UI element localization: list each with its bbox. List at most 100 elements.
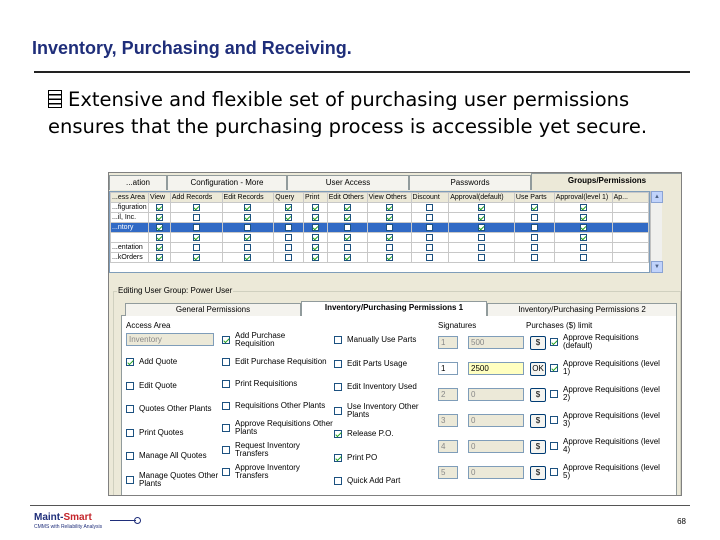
dollar-button[interactable]: $ (530, 388, 546, 402)
permission-checkbox[interactable] (222, 358, 230, 366)
dollar-button[interactable]: $ (530, 466, 546, 480)
signature-field[interactable]: 1 (438, 362, 458, 375)
permission-checkbox[interactable] (126, 428, 134, 437)
limit-field[interactable]: 0 (468, 466, 524, 479)
permission-checkbox[interactable] (334, 336, 342, 344)
grid-header-cell[interactable]: Discount (410, 192, 450, 203)
grid-checkbox[interactable] (192, 223, 200, 231)
permission-checkbox[interactable] (334, 430, 342, 438)
grid-checkbox[interactable] (192, 203, 200, 211)
grid-checkbox[interactable] (155, 243, 163, 251)
grid-checkbox[interactable] (285, 243, 293, 251)
grid-checkbox[interactable] (385, 243, 393, 251)
grid-checkbox[interactable] (244, 233, 252, 241)
approve-checkbox[interactable] (550, 442, 558, 450)
grid-checkbox[interactable] (244, 243, 252, 251)
grid-checkbox[interactable] (426, 253, 434, 261)
approve-checkbox[interactable] (550, 468, 558, 476)
table-row[interactable]: ...ntory (110, 222, 649, 233)
grid-checkbox[interactable] (192, 233, 200, 241)
grid-header-cell[interactable]: Query (273, 192, 304, 203)
permission-checkbox[interactable] (126, 475, 134, 484)
grid-checkbox[interactable] (311, 203, 319, 211)
grid-checkbox[interactable] (385, 233, 393, 241)
grid-checkbox[interactable] (343, 223, 351, 231)
permission-checkbox[interactable] (222, 402, 230, 410)
tab-inventory-purchasing-2[interactable]: Inventory/Purchasing Permissions 2 (487, 303, 677, 316)
grid-checkbox[interactable] (285, 203, 293, 211)
permission-checkbox[interactable] (222, 424, 230, 432)
signature-field[interactable]: 2 (438, 388, 458, 401)
grid-header-cell[interactable]: View Others (366, 192, 412, 203)
grid-checkbox[interactable] (579, 203, 587, 211)
grid-checkbox[interactable] (192, 253, 200, 261)
table-row[interactable]: ...entation (110, 242, 649, 253)
grid-checkbox[interactable] (478, 203, 486, 211)
dollar-button[interactable]: $ (530, 336, 546, 350)
ok-button[interactable]: OK (530, 362, 546, 376)
tab-inventory-purchasing-1[interactable]: Inventory/Purchasing Permissions 1 (301, 301, 487, 316)
table-row[interactable]: ...figuration (110, 202, 649, 213)
grid-checkbox[interactable] (385, 253, 393, 261)
grid-checkbox[interactable] (530, 203, 538, 211)
grid-checkbox[interactable] (579, 243, 587, 251)
grid-checkbox[interactable] (155, 213, 163, 221)
grid-checkbox[interactable] (155, 223, 163, 231)
grid-header-cell[interactable]: Use Parts (513, 192, 555, 203)
grid-checkbox[interactable] (478, 213, 486, 221)
grid-checkbox[interactable] (530, 233, 538, 241)
approve-checkbox[interactable] (550, 390, 558, 398)
grid-checkbox[interactable] (478, 253, 486, 261)
table-row[interactable]: ...kOrders (110, 252, 649, 263)
approve-checkbox[interactable] (550, 338, 558, 346)
grid-checkbox[interactable] (385, 223, 393, 231)
grid-checkbox[interactable] (155, 253, 163, 261)
table-row[interactable] (110, 232, 649, 243)
grid-checkbox[interactable] (343, 233, 351, 241)
dollar-button[interactable]: $ (530, 414, 546, 428)
grid-checkbox[interactable] (579, 253, 587, 261)
limit-field[interactable]: 0 (468, 388, 524, 401)
grid-header-cell[interactable]: Edit Others (326, 192, 368, 203)
grid-checkbox[interactable] (478, 223, 486, 231)
grid-checkbox[interactable] (244, 213, 252, 221)
grid-header-cell[interactable]: Approval(default) (448, 192, 515, 203)
grid-checkbox[interactable] (426, 203, 434, 211)
approve-checkbox[interactable] (550, 416, 558, 424)
grid-checkbox[interactable] (579, 233, 587, 241)
grid-checkbox[interactable] (385, 213, 393, 221)
signature-field[interactable]: 1 (438, 336, 458, 349)
tab-user-access[interactable]: User Access (287, 175, 409, 190)
grid-checkbox[interactable] (426, 213, 434, 221)
grid-checkbox[interactable] (192, 213, 200, 221)
grid-checkbox[interactable] (530, 213, 538, 221)
grid-checkbox[interactable] (311, 233, 319, 241)
signature-field[interactable]: 5 (438, 466, 458, 479)
grid-checkbox[interactable] (244, 253, 252, 261)
permission-checkbox[interactable] (334, 477, 342, 485)
tab-groups-permissions[interactable]: Groups/Permissions (531, 173, 681, 190)
access-area-field[interactable]: Inventory (126, 333, 214, 346)
grid-checkbox[interactable] (285, 213, 293, 221)
grid-checkbox[interactable] (478, 233, 486, 241)
grid-checkbox[interactable] (478, 243, 486, 251)
permission-checkbox[interactable] (334, 359, 342, 368)
grid-header-cell[interactable]: Edit Records (221, 192, 275, 203)
signature-field[interactable]: 3 (438, 414, 458, 427)
grid-checkbox[interactable] (343, 203, 351, 211)
tab-configuration[interactable]: ...ation (109, 175, 167, 190)
limit-field[interactable]: 0 (468, 414, 524, 427)
permission-checkbox[interactable] (126, 381, 134, 390)
grid-checkbox[interactable] (285, 253, 293, 261)
grid-checkbox[interactable] (426, 243, 434, 251)
permission-checkbox[interactable] (222, 468, 230, 476)
grid-checkbox[interactable] (343, 213, 351, 221)
grid-checkbox[interactable] (343, 243, 351, 251)
grid-checkbox[interactable] (385, 203, 393, 211)
grid-checkbox[interactable] (285, 233, 293, 241)
permission-checkbox[interactable] (334, 453, 342, 462)
tab-configuration-more[interactable]: Configuration - More (167, 175, 287, 190)
grid-checkbox[interactable] (311, 253, 319, 261)
permission-checkbox[interactable] (222, 380, 230, 388)
grid-header-cell[interactable]: Print (302, 192, 328, 203)
